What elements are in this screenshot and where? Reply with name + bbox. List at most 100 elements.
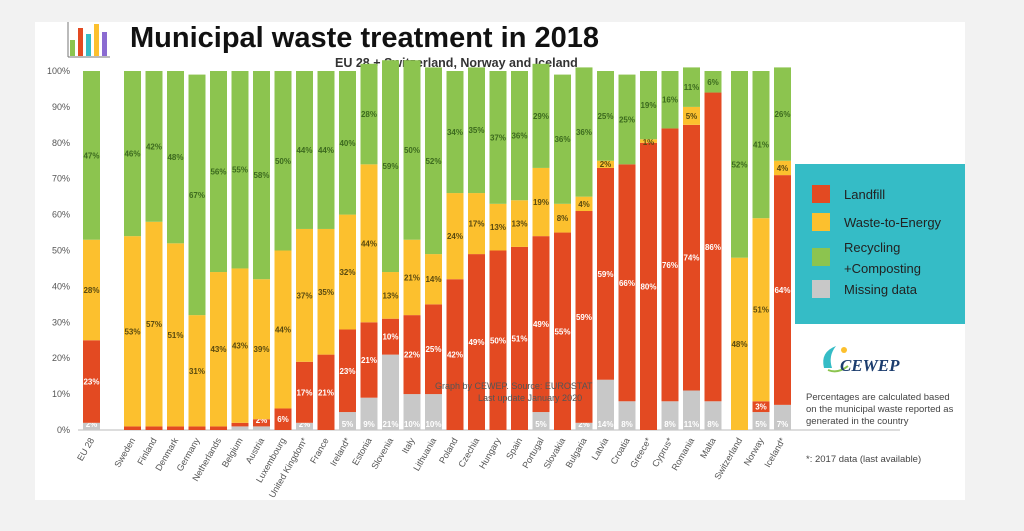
bar-segment xyxy=(489,71,507,204)
y-tick-label: 100% xyxy=(47,66,70,76)
bar-segment xyxy=(640,139,657,143)
y-tick-label: 30% xyxy=(52,317,70,327)
bar-segment xyxy=(124,71,141,237)
bar-segment xyxy=(511,71,528,201)
x-tick-label: Italy xyxy=(400,436,417,456)
data-label: 2% xyxy=(578,420,590,429)
data-label: 10% xyxy=(404,420,420,429)
data-label: 11% xyxy=(684,420,700,429)
bar-segment xyxy=(83,340,100,423)
bar-segment xyxy=(774,404,791,430)
bar-segment xyxy=(145,426,163,430)
data-label: 9% xyxy=(363,420,375,429)
data-label: 37% xyxy=(296,291,312,300)
bar-segment xyxy=(774,175,791,405)
legend: Landfill Waste-to-Energy Recycling +Comp… xyxy=(795,164,965,324)
bar-group: 8% 66% 25% xyxy=(618,74,636,430)
data-label: 14% xyxy=(597,420,613,429)
data-label: 43% xyxy=(210,345,226,354)
bar-segment xyxy=(403,394,421,430)
data-label: 86% xyxy=(705,243,721,252)
legend-item-waste-to-energy: Waste-to-Energy xyxy=(812,213,941,233)
bar-segment xyxy=(274,71,292,251)
x-tick-label: Poland xyxy=(437,436,460,465)
bar-group: 50% 13% 37% xyxy=(489,71,507,430)
data-label: 4% xyxy=(578,200,590,209)
bar-group: 49% 17% 35% xyxy=(468,67,485,430)
data-label: 48% xyxy=(731,340,747,349)
x-axis: EU 28 SwedenFinlandDenmarkGermanyNetherla… xyxy=(75,436,787,500)
bar-segment xyxy=(683,124,700,391)
bar-segment xyxy=(468,193,485,255)
y-tick-label: 70% xyxy=(52,174,70,184)
x-tick-label: Ireland* xyxy=(328,436,352,468)
bar-segment xyxy=(382,272,399,319)
data-label: 16% xyxy=(662,96,678,105)
bar-group: 57% 42% xyxy=(145,71,163,430)
bar-segment xyxy=(511,246,528,430)
data-label: 13% xyxy=(511,220,527,229)
bar-segment xyxy=(274,408,292,430)
data-label: 41% xyxy=(753,141,769,150)
data-label: 43% xyxy=(232,342,248,351)
data-label: 5% xyxy=(686,112,698,121)
bar-group: 8% 86% 6% xyxy=(704,71,722,430)
bar-segment xyxy=(575,67,593,197)
x-tick-label: Iceland* xyxy=(762,436,787,470)
bar-segment xyxy=(532,167,550,237)
x-tick-label: France xyxy=(308,436,331,465)
data-label: 29% xyxy=(533,112,549,121)
x-tick-label: Spain xyxy=(504,436,524,461)
data-label: 22% xyxy=(404,351,420,360)
data-label: 32% xyxy=(339,268,355,277)
data-label: 25% xyxy=(425,345,441,354)
data-label: 3% xyxy=(755,403,767,412)
bar-segment xyxy=(731,71,748,258)
bar-group: 48% 52% xyxy=(731,71,748,430)
bar-group: 14% 59% 2% 25% xyxy=(597,71,614,430)
bar-group: 5% 23% 32% 40% xyxy=(339,71,356,430)
brand-text: CEWEP xyxy=(840,356,900,375)
y-tick-label: 80% xyxy=(52,138,70,148)
data-label: 37% xyxy=(490,133,506,142)
legend-swatch xyxy=(812,248,830,266)
data-label: 55% xyxy=(232,166,248,175)
bar-segment xyxy=(83,239,100,341)
data-label: 36% xyxy=(511,132,527,141)
data-label: 34% xyxy=(447,128,463,137)
data-label: 2% xyxy=(600,160,612,169)
bar-segment xyxy=(683,67,700,107)
data-label: 35% xyxy=(468,126,484,135)
bar-segment xyxy=(618,164,636,402)
legend-item-missing-data: Missing data xyxy=(812,280,917,300)
data-label: 56% xyxy=(210,168,226,177)
data-label: 50% xyxy=(404,146,420,155)
bar-segment xyxy=(532,412,550,430)
bar-group: 5% 49% 19% 29% xyxy=(532,63,550,430)
bar-segment xyxy=(731,257,748,430)
data-label: 6% xyxy=(707,78,719,87)
bar-group: 51% 48% xyxy=(167,71,184,430)
bar-segment xyxy=(640,71,657,140)
data-label: 50% xyxy=(490,336,506,345)
data-label: 53% xyxy=(124,327,140,336)
data-label: 76% xyxy=(662,261,678,270)
y-tick-label: 0% xyxy=(57,425,70,435)
data-label: 4% xyxy=(777,164,789,173)
bar-group: 21% 35% 44% xyxy=(317,71,335,430)
bar-segment xyxy=(683,390,700,430)
bar-segment xyxy=(83,422,100,430)
data-label: 1% xyxy=(643,138,655,147)
bar-group: 31% 67% xyxy=(188,74,206,430)
bar-segment xyxy=(360,397,378,430)
bar-group: 8% 76% 16% xyxy=(661,71,679,430)
bar-segment xyxy=(167,71,184,244)
bar-segment xyxy=(597,167,614,380)
bar-group: 11% 74% 5% 11% xyxy=(683,67,700,430)
legend-label: Landfill xyxy=(844,187,886,202)
bar-segment xyxy=(468,67,485,194)
data-label: 28% xyxy=(83,286,99,295)
bar-segment xyxy=(382,60,399,273)
bar-segment xyxy=(339,329,356,413)
y-tick-label: 10% xyxy=(52,389,70,399)
